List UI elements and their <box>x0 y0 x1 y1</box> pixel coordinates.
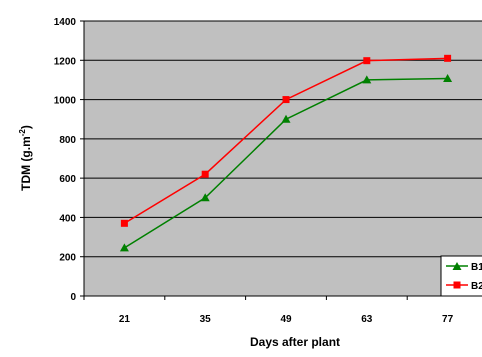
legend-marker-b2 <box>453 281 461 289</box>
legend-box <box>440 255 482 297</box>
plot-background <box>84 21 482 296</box>
data-point-b1 <box>362 75 372 84</box>
data-point-b2 <box>201 170 209 178</box>
y-axis-title: TDM (g.m-2) <box>18 125 33 191</box>
data-point-b2 <box>363 57 371 65</box>
x-tick-label: 63 <box>361 314 373 325</box>
y-tick-label: 200 <box>59 253 76 264</box>
legend-label-b1: B1 <box>471 262 482 273</box>
data-series <box>119 54 453 252</box>
y-axis-title-main: TDM (g.m <box>19 136 33 191</box>
legend-marker-b1 <box>452 262 462 270</box>
y-tick-label: 0 <box>70 292 76 303</box>
y-tick-label: 400 <box>59 213 76 224</box>
y-tick-label: 800 <box>59 135 76 146</box>
x-tick-label: 21 <box>119 314 131 325</box>
data-point-b1 <box>200 193 210 202</box>
data-point-b1 <box>281 114 291 123</box>
y-axis-title-tail: ) <box>19 125 33 129</box>
y-tick-label: 1000 <box>54 96 77 107</box>
x-axis-title: Days after plant <box>250 335 340 349</box>
x-tick-label: 35 <box>200 314 212 325</box>
y-tick-label: 600 <box>59 174 76 185</box>
y-axis-title-sup: -2 <box>18 129 27 137</box>
legend-label-b2: B2 <box>471 281 482 292</box>
data-point-b1 <box>119 243 129 252</box>
x-tick-label: 77 <box>442 314 454 325</box>
legend: B1 B2 <box>440 255 482 297</box>
axes <box>80 20 482 300</box>
y-tick-label: 1200 <box>54 56 77 67</box>
data-point-b1 <box>443 74 453 83</box>
data-point-b2 <box>282 96 290 104</box>
data-point-b2 <box>444 54 452 62</box>
x-tick-label: 49 <box>280 314 292 325</box>
y-tick-label: 1400 <box>54 17 77 28</box>
tick-labels: 0 200 400 600 800 1000 1200 1400 21 35 49 63 77 <box>54 17 454 325</box>
data-point-b2 <box>120 219 128 227</box>
